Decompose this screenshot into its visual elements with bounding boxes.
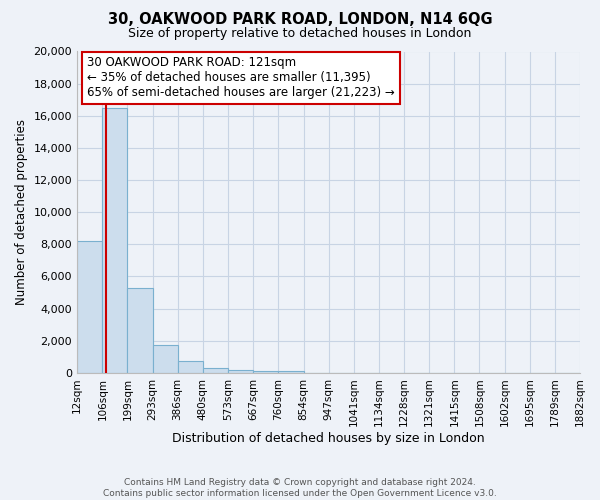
- Text: 30 OAKWOOD PARK ROAD: 121sqm
← 35% of detached houses are smaller (11,395)
65% o: 30 OAKWOOD PARK ROAD: 121sqm ← 35% of de…: [87, 56, 395, 100]
- Y-axis label: Number of detached properties: Number of detached properties: [15, 119, 28, 305]
- Bar: [228, 370, 253, 373]
- X-axis label: Distribution of detached houses by size in London: Distribution of detached houses by size …: [172, 432, 485, 445]
- Bar: [203, 368, 228, 373]
- Bar: [152, 344, 178, 373]
- Bar: [103, 108, 127, 373]
- Bar: [178, 361, 203, 373]
- Text: Contains HM Land Registry data © Crown copyright and database right 2024.
Contai: Contains HM Land Registry data © Crown c…: [103, 478, 497, 498]
- Bar: [278, 371, 304, 373]
- Bar: [253, 371, 278, 373]
- Text: 30, OAKWOOD PARK ROAD, LONDON, N14 6QG: 30, OAKWOOD PARK ROAD, LONDON, N14 6QG: [107, 12, 493, 28]
- Text: Size of property relative to detached houses in London: Size of property relative to detached ho…: [128, 28, 472, 40]
- Bar: [77, 241, 103, 373]
- Bar: [127, 288, 152, 373]
